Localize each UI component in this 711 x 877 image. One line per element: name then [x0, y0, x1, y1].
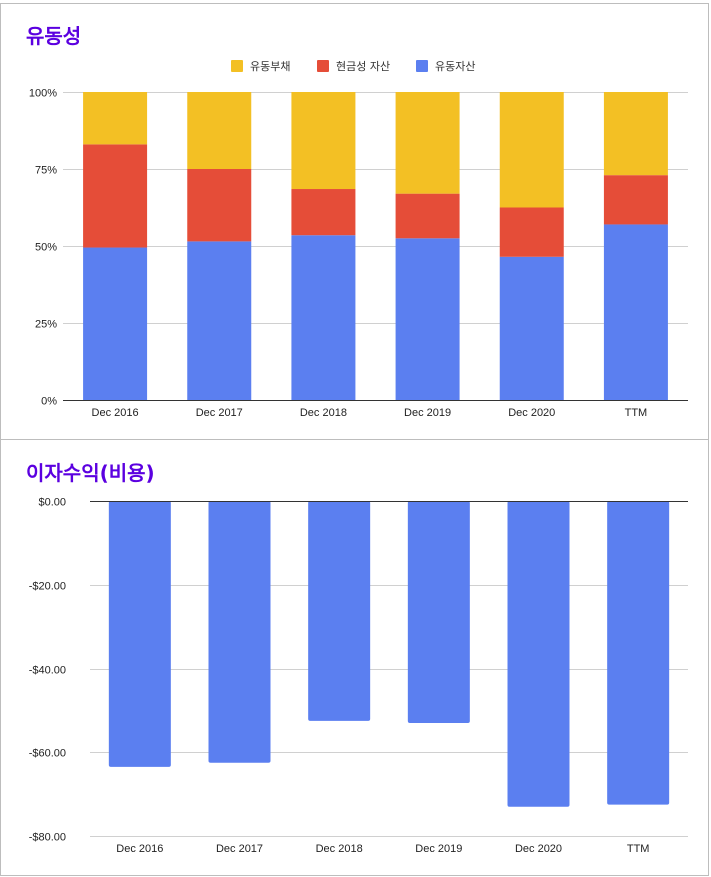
bar-segment	[603, 92, 668, 176]
y-tick-label: -$40.00	[29, 665, 66, 677]
bar-segment	[291, 189, 356, 236]
legend-swatch	[416, 60, 428, 72]
bar-segment	[187, 241, 252, 400]
x-tick-label: TTM	[627, 843, 650, 855]
y-tick-label: 75%	[35, 165, 57, 177]
bar-segment	[395, 238, 460, 400]
x-tick-label: TTM	[625, 407, 648, 419]
x-tick-label: Dec 2018	[316, 843, 363, 855]
bar-segment	[187, 169, 252, 242]
bar-segment	[291, 92, 356, 190]
legend-label: 유동자산	[435, 60, 475, 73]
interest-chart: $0.00 -$20.00 -$40.00 -$60.00 -$80.00 Dec 201…	[29, 497, 688, 855]
y-tick-label: 0%	[41, 396, 57, 408]
bar-segment	[291, 235, 356, 400]
y-tick-label: -$80.00	[29, 832, 66, 844]
liquidity-chart: 유동부채 현금성 자산 유동자산 0% 25% 50% 75% 100% Dec 2016 Dec…	[29, 60, 688, 419]
bar-segment	[83, 247, 148, 400]
y-tick-label: $0.00	[38, 497, 66, 509]
y-tick-label: -$20.00	[29, 581, 66, 593]
bar	[108, 501, 171, 767]
bar-segment	[603, 224, 668, 400]
bar	[607, 501, 670, 805]
legend-swatch	[231, 60, 243, 72]
bar	[507, 501, 570, 807]
bar-segment	[395, 92, 460, 194]
x-tick-label: Dec 2017	[196, 407, 243, 419]
x-tick-label: Dec 2019	[404, 407, 451, 419]
bar-segment	[187, 92, 252, 169]
bar	[308, 501, 371, 721]
bar	[407, 501, 470, 723]
legend-label: 현금성 자산	[336, 60, 390, 73]
x-tick-label: Dec 2016	[116, 843, 163, 855]
bar-segment	[499, 256, 564, 400]
interest-chart-panel: 이자수익(비용) $0.00 -$20.00 -$40.00 -$60.00 -$80.…	[0, 439, 709, 876]
bar-segment	[395, 193, 460, 239]
bar-segment	[499, 92, 564, 208]
bar-segment	[603, 175, 668, 225]
interest-chart-title: 이자수익(비용)	[26, 461, 155, 485]
liquidity-chart-panel: 유동성 유동부채 현금성 자산 유동자산 0% 25% 50% 75% 100% Dec 201…	[0, 3, 709, 440]
bar	[208, 501, 271, 763]
x-tick-label: Dec 2019	[415, 843, 462, 855]
x-tick-label: Dec 2020	[508, 407, 555, 419]
x-tick-label: Dec 2016	[92, 407, 139, 419]
y-tick-label: 25%	[35, 319, 57, 331]
y-tick-label: 50%	[35, 242, 57, 254]
legend-swatch	[317, 60, 329, 72]
legend-label: 유동부채	[250, 60, 290, 73]
bar-segment	[83, 144, 148, 248]
x-tick-label: Dec 2020	[515, 843, 562, 855]
y-tick-label: 100%	[29, 88, 57, 100]
liquidity-chart-title: 유동성	[26, 24, 82, 48]
x-tick-label: Dec 2017	[216, 843, 263, 855]
x-tick-label: Dec 2018	[300, 407, 347, 419]
bar-segment	[83, 92, 148, 145]
bar-segment	[499, 207, 564, 257]
y-tick-label: -$60.00	[29, 748, 66, 760]
